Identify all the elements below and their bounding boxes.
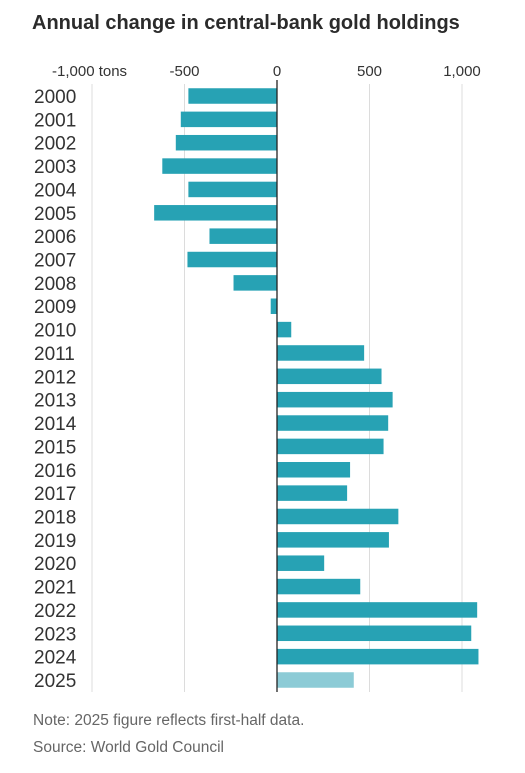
year-label: 2015	[34, 437, 76, 458]
bar-2020	[277, 555, 325, 571]
year-label: 2010	[34, 321, 76, 342]
year-label: 2016	[34, 461, 76, 482]
x-tick-label: 0	[273, 63, 281, 80]
bar-2001	[180, 111, 277, 128]
year-label: 2023	[34, 624, 76, 645]
year-label: 2011	[34, 344, 75, 365]
year-label: 2009	[34, 297, 76, 318]
bar-2013	[277, 391, 393, 408]
year-label: 2006	[34, 227, 76, 248]
year-label: 2020	[34, 554, 76, 575]
bar-2016	[277, 462, 351, 478]
year-label: 2013	[34, 391, 76, 412]
source-note: Source: World Gold Council	[33, 739, 224, 756]
year-label: 2021	[34, 578, 76, 599]
year-label: 2017	[34, 484, 76, 505]
bar-2009	[270, 298, 277, 314]
year-label: 2005	[34, 204, 76, 225]
year-label: 2019	[34, 531, 76, 552]
bar-2015	[277, 438, 384, 455]
bar-2003	[162, 158, 277, 174]
x-tick-label: -500	[169, 63, 199, 80]
gridlines	[91, 84, 463, 692]
bar-2023	[277, 625, 472, 642]
year-label: 2002	[34, 134, 76, 155]
bars	[154, 88, 479, 688]
year-label: 2022	[34, 601, 76, 622]
bar-2005	[154, 205, 277, 221]
bar-2002	[175, 134, 277, 151]
year-label: 2018	[34, 507, 76, 528]
bar-2008	[233, 275, 277, 291]
x-tick-label: -1,000 tons	[52, 63, 127, 80]
x-tick-label: 1,000	[443, 63, 481, 80]
bar-2011	[277, 345, 365, 361]
bar-2025	[277, 672, 354, 688]
bar-2018	[277, 508, 399, 525]
bar-2012	[277, 368, 382, 385]
bar-2024	[277, 648, 479, 665]
bar-2021	[277, 578, 361, 595]
chart-title: Annual change in central-bank gold holdi…	[32, 12, 460, 34]
bar-2000	[188, 88, 277, 104]
year-label: 2012	[34, 367, 76, 388]
bar-2010	[277, 321, 292, 338]
footnote: Note: 2025 figure reflects first-half da…	[33, 712, 305, 729]
bar-2017	[277, 485, 348, 501]
x-axis-tick-labels: -1,000 tons -500 0 500 1,000	[52, 63, 481, 80]
bar-2019	[277, 532, 389, 548]
year-label: 2000	[34, 87, 76, 108]
year-label: 2008	[34, 274, 76, 295]
year-label: 2007	[34, 251, 76, 272]
year-label: 2003	[34, 157, 76, 178]
bar-2014	[277, 415, 389, 431]
year-label: 2024	[34, 648, 77, 669]
x-tick-label: 500	[357, 63, 382, 80]
year-label: 2025	[34, 671, 76, 692]
year-label: 2014	[34, 414, 77, 435]
bar-2022	[277, 602, 478, 618]
bar-2004	[188, 181, 277, 198]
bar-2006	[209, 228, 277, 244]
bar-2007	[187, 251, 277, 268]
year-label: 2004	[34, 180, 77, 201]
year-label: 2001	[34, 110, 76, 131]
